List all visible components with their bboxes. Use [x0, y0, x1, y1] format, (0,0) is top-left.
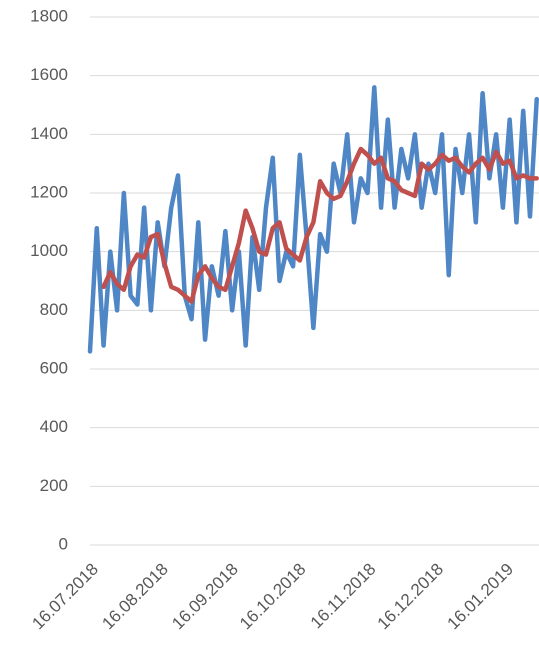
- y-tick-label: 0: [59, 534, 68, 553]
- y-tick-label: 200: [40, 476, 68, 495]
- y-tick-label: 1600: [30, 65, 68, 84]
- x-tick-label: 16.08.2018: [98, 560, 172, 634]
- x-tick-label: 16.12.2018: [374, 560, 448, 634]
- y-tick-label: 600: [40, 358, 68, 377]
- x-tick-label: 16.09.2018: [168, 560, 242, 634]
- x-tick-label: 16.11.2018: [307, 560, 380, 633]
- x-tick-label: 16.07.2018: [28, 560, 102, 634]
- y-tick-label: 1800: [30, 6, 68, 25]
- y-tick-label: 800: [40, 300, 68, 319]
- x-tick-label: 16.10.2018: [236, 560, 310, 634]
- data-line: [101, 146, 539, 304]
- y-tick-label: 1400: [30, 124, 68, 143]
- x-tick-label: 16.01.2019: [444, 560, 518, 634]
- y-tick-label: 1200: [30, 182, 68, 201]
- y-tick-label: 400: [40, 417, 68, 436]
- y-tick-label: 1000: [30, 241, 68, 260]
